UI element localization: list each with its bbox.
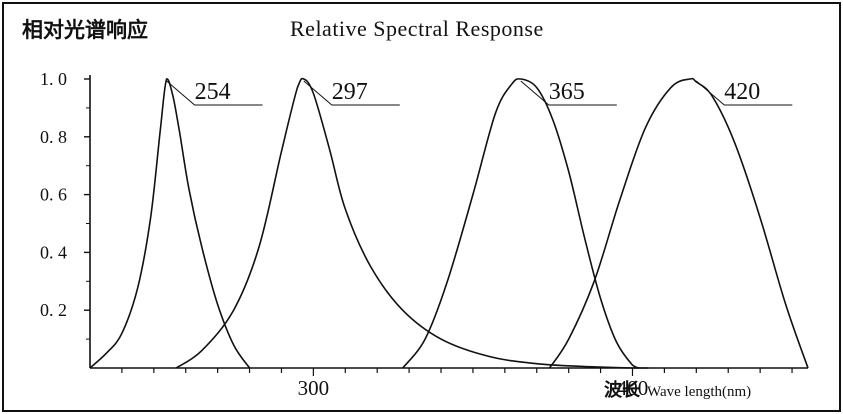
peak-label-420: 420 <box>724 79 760 105</box>
chart-title-en: Relative Spectral Response <box>290 16 544 41</box>
x-tick-label: 400 <box>617 376 649 400</box>
tick-marks <box>84 78 793 376</box>
x-axis-label-cn: 波长 <box>604 379 641 401</box>
x-tick-label: 300 <box>298 376 330 400</box>
peak-leader-254 <box>166 80 263 106</box>
series-line-420 <box>548 77 809 369</box>
y-tick-label: 0. 2 <box>40 300 67 320</box>
peak-leader-lines: 254 297 365 420 <box>166 79 793 106</box>
axes <box>89 75 808 369</box>
series-line-297 <box>175 77 649 369</box>
series-curves <box>89 77 809 369</box>
y-tick-label: 0. 4 <box>40 242 67 262</box>
peak-leader-420 <box>695 80 793 106</box>
chart-title-cn: 相对光谱响应 <box>22 18 148 42</box>
peak-label-254: 254 <box>195 79 231 105</box>
series-line-365 <box>402 78 640 369</box>
peak-label-365: 365 <box>549 79 585 105</box>
y-tick-label: 0. 8 <box>40 127 67 147</box>
series-line-254 <box>89 78 251 369</box>
tick-labels: 0. 2 0. 4 0. 6 0. 8 1. 0 300 400 <box>40 69 648 400</box>
peak-leader-365 <box>520 80 617 106</box>
y-tick-label: 1. 0 <box>40 69 67 89</box>
x-axis-label-en: Wave length(nm) <box>647 384 751 400</box>
peak-label-297: 297 <box>332 79 368 105</box>
peak-leader-297 <box>303 80 400 106</box>
y-tick-label: 0. 6 <box>40 185 67 205</box>
